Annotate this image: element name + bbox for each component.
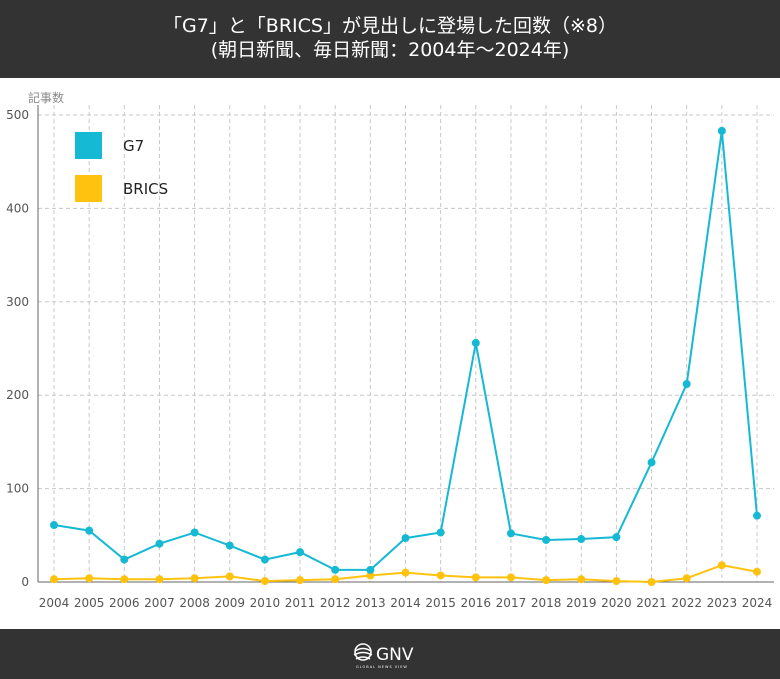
data-point-g7 — [542, 535, 551, 544]
chart-title: 「G7」と「BRICS」が見出しに登場した回数（※8） — [163, 15, 617, 37]
data-point-g7 — [436, 528, 445, 537]
data-point-g7 — [331, 565, 340, 574]
logo-subtext: GLOBAL NEWS VIEW — [356, 665, 408, 669]
x-tick-label: 2011 — [285, 596, 316, 610]
line-chart: 記事数 0 100 200 300 400 500 2004 2005 2006 2007 2008… — [6, 90, 774, 610]
x-tick-label: 2021 — [636, 596, 667, 610]
x-tick-label: 2020 — [601, 596, 632, 610]
data-point-brics — [190, 574, 199, 583]
legend-label-brics: BRICS — [123, 180, 168, 198]
data-point-g7 — [647, 458, 656, 467]
legend-swatch-g7 — [75, 132, 102, 159]
data-point-brics — [331, 575, 340, 584]
globe-wave-icon — [353, 643, 373, 661]
data-point-g7 — [612, 533, 621, 542]
data-point-g7 — [682, 379, 691, 388]
line-chart-area: 記事数 0 100 200 300 400 500 2004 2005 2006 2007 2008… — [0, 78, 780, 629]
x-tick-label: 2019 — [566, 596, 597, 610]
x-tick-label: 2017 — [496, 596, 527, 610]
data-point-g7 — [190, 528, 199, 537]
x-tick-label: 2004 — [39, 596, 70, 610]
legend-swatch-brics — [75, 175, 102, 202]
data-point-brics — [436, 571, 445, 580]
x-tick-label: 2006 — [109, 596, 140, 610]
data-point-g7 — [85, 526, 94, 535]
x-tick-label: 2007 — [144, 596, 175, 610]
data-point-brics — [85, 574, 94, 583]
y-tick-label: 100 — [6, 482, 29, 496]
data-point-brics — [225, 572, 234, 581]
logo-text: GNV — [376, 645, 414, 665]
chart-subtitle: (朝日新聞、毎日新聞：2004年〜2024年) — [210, 39, 570, 61]
data-point-g7 — [260, 555, 269, 564]
x-tick-label: 2024 — [742, 596, 773, 610]
data-point-brics — [717, 561, 726, 570]
data-point-brics — [155, 575, 164, 584]
data-point-g7 — [577, 535, 586, 544]
x-tick-label: 2012 — [320, 596, 351, 610]
data-point-g7 — [225, 541, 234, 550]
footer-bar — [0, 629, 780, 679]
data-point-g7 — [506, 529, 515, 538]
x-tick-label: 2018 — [531, 596, 562, 610]
x-tick-label: 2022 — [671, 596, 702, 610]
x-tick-label: 2016 — [461, 596, 492, 610]
data-point-brics — [50, 575, 58, 584]
y-axis-label: 記事数 — [28, 90, 64, 105]
data-point-brics — [577, 575, 586, 584]
data-point-g7 — [50, 521, 58, 530]
data-point-g7 — [366, 565, 375, 574]
data-point-brics — [401, 568, 410, 577]
data-point-brics — [647, 578, 656, 586]
data-point-g7 — [155, 539, 164, 548]
y-tick-label: 0 — [21, 575, 29, 589]
x-tick-label: 2005 — [74, 596, 105, 610]
y-tick-label: 400 — [6, 201, 29, 215]
data-point-brics — [612, 577, 621, 586]
data-point-brics — [260, 577, 269, 586]
x-tick-label: 2015 — [425, 596, 456, 610]
gnv-logo: GNV GLOBAL NEWS VIEW — [352, 640, 428, 670]
legend-label-g7: G7 — [123, 137, 144, 155]
y-tick-label: 500 — [6, 108, 29, 122]
data-point-g7 — [471, 338, 480, 347]
x-tick-label: 2013 — [355, 596, 386, 610]
data-point-brics — [542, 576, 551, 585]
data-point-brics — [506, 573, 515, 582]
y-tick-label: 200 — [6, 388, 29, 402]
x-tick-label: 2008 — [179, 596, 210, 610]
data-point-g7 — [717, 126, 726, 135]
chart-header: 「G7」と「BRICS」が見出しに登場した回数（※8） (朝日新聞、毎日新聞：2… — [0, 0, 780, 78]
data-point-g7 — [120, 555, 129, 564]
data-point-brics — [366, 571, 375, 580]
data-point-brics — [682, 574, 691, 583]
data-point-brics — [296, 576, 305, 585]
y-tick-label: 300 — [6, 295, 29, 309]
data-point-g7 — [401, 534, 410, 543]
data-point-g7 — [753, 511, 761, 520]
x-tick-label: 2023 — [707, 596, 738, 610]
x-tick-label: 2010 — [250, 596, 281, 610]
x-tick-label: 2009 — [214, 596, 245, 610]
data-point-brics — [120, 575, 129, 584]
data-point-brics — [753, 567, 761, 576]
data-point-brics — [471, 573, 480, 582]
x-tick-label: 2014 — [390, 596, 421, 610]
data-point-g7 — [296, 548, 305, 557]
